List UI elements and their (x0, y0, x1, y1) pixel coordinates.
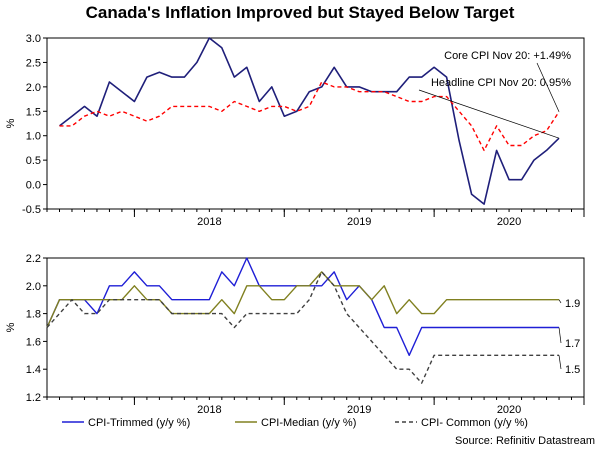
y-tick-label: 0.5 (26, 155, 41, 167)
series-line-common (46, 271, 559, 384)
y-axis-label: % (5, 118, 17, 128)
y-tick-label: -0.5 (22, 204, 41, 216)
y-tick-label: 2.5 (26, 57, 41, 69)
y-tick-label: 1.5 (26, 106, 41, 118)
y-tick-label: 2.2 (26, 253, 41, 265)
y-tick-label: 2.0 (26, 82, 41, 94)
end-leader-median (558, 299, 562, 304)
x-year-label: 2020 (497, 404, 521, 416)
y-axis-label: % (5, 322, 17, 332)
end-leader-trimmed (558, 327, 562, 344)
series-line-median (46, 271, 559, 328)
series-line-headline (59, 37, 560, 205)
annotation-core: Core CPI Nov 20: +1.49% (444, 50, 571, 62)
annotation-headline: Headline CPI Nov 20: 0.95% (431, 77, 571, 89)
y-tick-label: 1.4 (26, 364, 41, 376)
end-label-median: 1.9 (565, 298, 580, 310)
chart-legend: CPI-Trimmed (y/y %) CPI-Median (y/y %) CPI… (62, 417, 528, 429)
y-tick-label: 1.2 (26, 392, 41, 404)
headline-core-cpi-panel: 3.0 2.5 2.0 1.5 1.0 0.5 0.0 -0.5% 2018 2019 2020 Co… (5, 33, 585, 228)
source-note: Source: Refinitiv Datastream (455, 435, 595, 447)
legend-label-common: CPI- Common (y/y %) (421, 417, 528, 429)
core-measures-cpi-panel: 2.2 2.0 1.8 1.6 1.4 1.2% 2018 2019 2020 1.9 1.7 1.5 (5, 253, 585, 416)
x-year-label: 2019 (347, 216, 371, 228)
y-tick-label: 3.0 (26, 33, 41, 45)
y-tick-label: 0.0 (26, 180, 41, 192)
x-year-label: 2020 (497, 216, 521, 228)
chart-title: Canada's Inflation Improved but Stayed B… (86, 3, 515, 22)
annotation-leader-headline (418, 89, 560, 139)
x-year-label: 2018 (197, 404, 221, 416)
end-label-trimmed: 1.7 (565, 338, 580, 350)
y-tick-label: 1.6 (26, 336, 41, 348)
annotation-leader-core (536, 62, 560, 112)
y-tick-label: 1.0 (26, 131, 41, 143)
y-tick-label: 2.0 (26, 281, 41, 293)
legend-label-median: CPI-Median (y/y %) (261, 417, 356, 429)
x-year-label: 2019 (347, 404, 371, 416)
plot-frame (46, 37, 585, 210)
end-leader-common (558, 355, 562, 370)
x-year-label: 2018 (197, 216, 221, 228)
y-tick-label: 1.8 (26, 309, 41, 321)
legend-label-trimmed: CPI-Trimmed (y/y %) (88, 417, 190, 429)
end-label-common: 1.5 (565, 364, 580, 376)
